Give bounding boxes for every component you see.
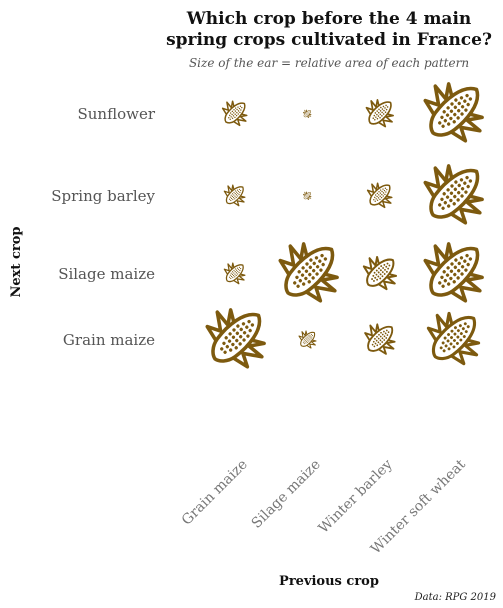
corn-ear-icon <box>415 306 489 374</box>
row-label: Sunflower <box>77 105 155 123</box>
source-note: Data: RPG 2019 <box>414 592 497 603</box>
row-labels: Sunflower Spring barley Silage maize Grain … <box>51 105 156 349</box>
corn-ear-icon <box>301 108 313 120</box>
chart-title-line-2: spring crops cultivated in France? <box>166 30 492 50</box>
corn-ear-icon <box>294 328 320 352</box>
column-label: Winter barley <box>316 456 396 536</box>
corn-ear-icon <box>411 236 493 312</box>
y-axis-title: Next crop <box>9 227 24 298</box>
column-label: Grain maize <box>179 457 251 529</box>
corn-ear-icon <box>411 76 493 152</box>
x-axis-title: Previous crop <box>279 574 379 589</box>
corn-ear-icon <box>355 252 403 296</box>
pictogram-grid <box>193 76 493 378</box>
corn-ear-icon <box>411 158 493 234</box>
row-label: Grain maize <box>63 331 155 349</box>
corn-ear-icon <box>359 96 399 132</box>
chart-title-line-1: Which crop before the 4 main <box>186 9 472 29</box>
corn-ear-icon <box>266 236 348 312</box>
corn-ear-icon <box>219 182 249 210</box>
corn-ear-icon <box>193 302 275 378</box>
column-label: Silage maize <box>249 457 324 532</box>
row-label: Silage maize <box>58 265 155 283</box>
corn-ear-icon <box>361 179 397 213</box>
corn-ear-icon <box>357 320 401 360</box>
chart-subtitle: Size of the ear = relative area of each … <box>189 56 469 70</box>
corn-ear-icon <box>216 97 252 131</box>
corn-ear-icon <box>219 260 249 288</box>
corn-ear-icon <box>301 190 313 202</box>
row-label: Spring barley <box>51 187 155 205</box>
